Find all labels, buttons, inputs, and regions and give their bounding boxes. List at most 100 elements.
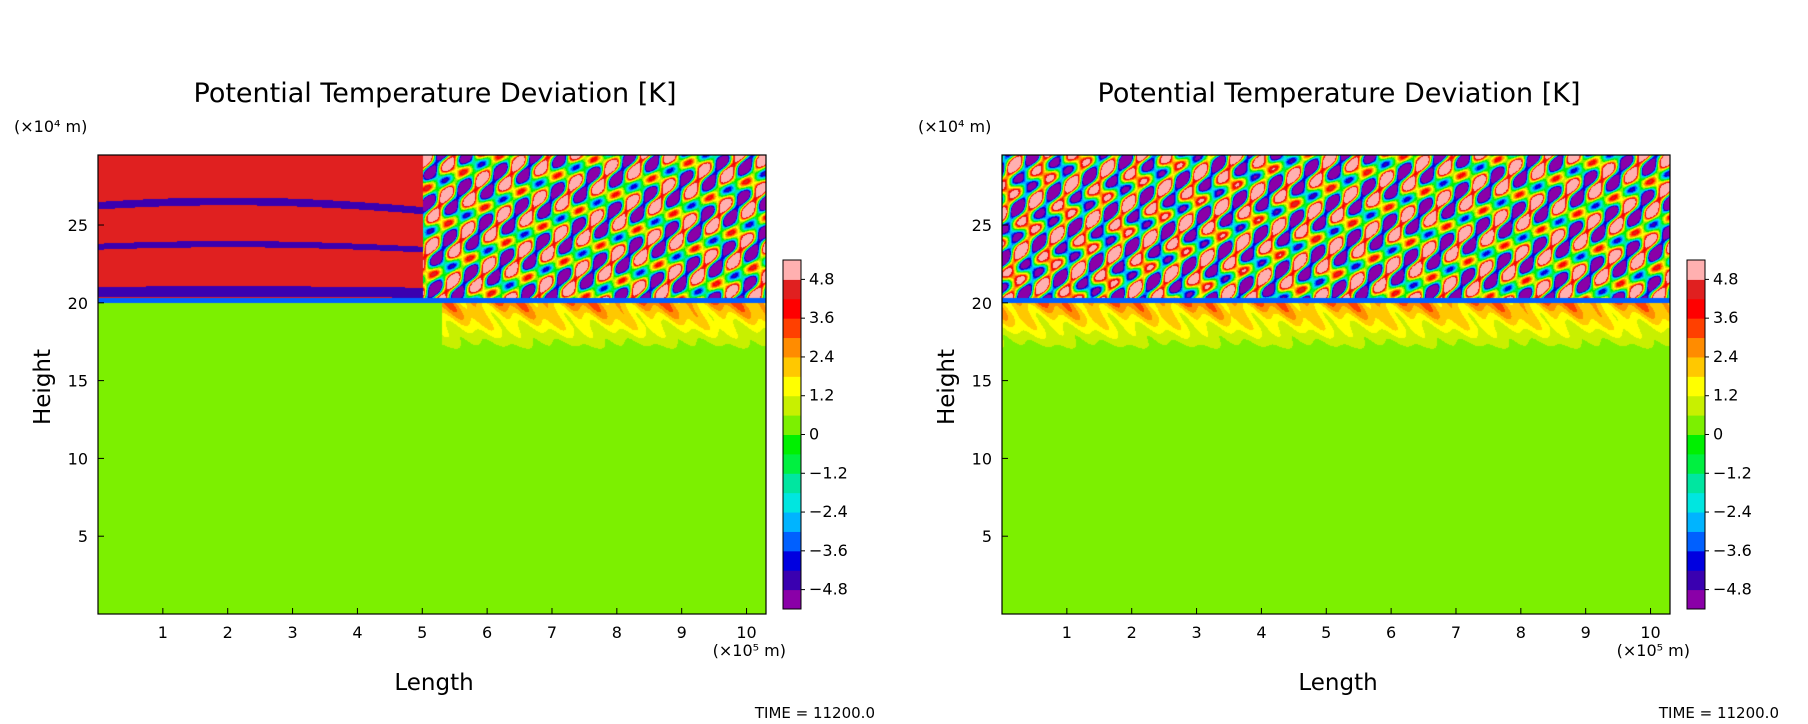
colorbar-segment xyxy=(1687,531,1705,552)
x-tick-label: 9 xyxy=(677,623,687,642)
x-tick-label: 8 xyxy=(1516,623,1526,642)
x-tick-label: 2 xyxy=(223,623,233,642)
colorbar-segment xyxy=(783,337,801,358)
colorbar-segment xyxy=(1687,337,1705,358)
colorbar-segment xyxy=(1687,512,1705,532)
colorbar: 4.8 3.6 2.4 1.2 0 −1.2 −2.4 −3.6 −4.8 xyxy=(1686,259,1752,610)
colorbar-segment xyxy=(1687,550,1705,571)
colorbar-tick-label: −1.2 xyxy=(809,463,848,482)
x-tick-label: 5 xyxy=(1321,623,1331,642)
colorbar-tick-label: −3.6 xyxy=(809,541,848,560)
colorbar-segment xyxy=(783,473,801,494)
colorbar-segment xyxy=(783,395,801,416)
x-tick-label: 6 xyxy=(482,623,492,642)
heatmap-field xyxy=(1002,155,1670,614)
y-unit-label: (×10⁴ m) xyxy=(918,117,991,136)
y-tick-label: 25 xyxy=(972,216,992,235)
y-tick-label: 10 xyxy=(68,449,88,468)
x-unit-label: (×10⁵ m) xyxy=(1617,641,1690,660)
x-tick-label: 4 xyxy=(352,623,362,642)
colorbar-segment xyxy=(783,376,801,397)
x-tick-label: 1 xyxy=(158,623,168,642)
time-label: TIME = 11200.0 xyxy=(1658,704,1779,722)
colorbar-segment xyxy=(1687,453,1705,474)
colorbar-tick-label: 0 xyxy=(809,425,819,444)
colorbar-segment xyxy=(1687,415,1705,435)
x-tick-label: 7 xyxy=(547,623,557,642)
y-tick-label: 5 xyxy=(78,527,88,546)
y-tick-label: 5 xyxy=(982,527,992,546)
colorbar-segment xyxy=(783,260,801,280)
x-tick-label: 8 xyxy=(612,623,622,642)
colorbar-segment xyxy=(1687,434,1705,455)
colorbar-tick-label: −1.2 xyxy=(1713,463,1752,482)
x-tick-label: 5 xyxy=(417,623,427,642)
colorbar-segment xyxy=(1687,376,1705,397)
colorbar-tick-label: 0 xyxy=(1713,425,1723,444)
colorbar-segment xyxy=(1687,570,1705,591)
x-tick-label: 7 xyxy=(1451,623,1461,642)
colorbar-tick-label: 2.4 xyxy=(1713,347,1738,366)
colorbar-segment xyxy=(1687,395,1705,416)
y-tick-label: 15 xyxy=(68,372,88,391)
colorbar-tick-label: −4.8 xyxy=(809,580,848,599)
chart-svg-left: Potential Temperature Deviation [K] (×10… xyxy=(14,78,875,722)
heatmap-plot xyxy=(1001,154,1671,615)
x-tick-label: 10 xyxy=(736,623,756,642)
y-tick-label: 15 xyxy=(972,372,992,391)
colorbar-tick-label: 1.2 xyxy=(1713,386,1738,405)
y-unit-label: (×10⁴ m) xyxy=(14,117,87,136)
x-unit-label: (×10⁵ m) xyxy=(713,641,786,660)
plot-frame xyxy=(1001,154,1671,615)
x-tick-label: 3 xyxy=(1191,623,1201,642)
x-tick-label: 9 xyxy=(1581,623,1591,642)
x-tick-label: 6 xyxy=(1386,623,1396,642)
colorbar-tick-label: −3.6 xyxy=(1713,541,1752,560)
colorbar-tick-label: −4.8 xyxy=(1713,580,1752,599)
x-tick-label: 1 xyxy=(1062,623,1072,642)
colorbar-tick-label: 4.8 xyxy=(809,269,834,288)
chart-svg-right: Potential Temperature Deviation [K] (×10… xyxy=(918,78,1779,722)
colorbar-segment xyxy=(783,589,801,610)
heatmap-plot xyxy=(97,154,767,615)
x-ticks: 1 2 3 4 5 6 7 8 9 10 xyxy=(1062,608,1661,642)
time-label: TIME = 11200.0 xyxy=(754,704,875,722)
y-axis-label: Height xyxy=(30,349,56,425)
y-tick-label: 25 xyxy=(68,216,88,235)
colorbar-segment xyxy=(783,453,801,474)
x-ticks: 1 2 3 4 5 6 7 8 9 10 xyxy=(158,608,757,642)
x-tick-label: 4 xyxy=(1256,623,1266,642)
colorbar-segment xyxy=(1687,473,1705,494)
colorbar-tick-label: 4.8 xyxy=(1713,269,1738,288)
y-tick-label: 20 xyxy=(68,294,88,313)
x-tick-label: 2 xyxy=(1127,623,1137,642)
colorbar-segment xyxy=(783,512,801,532)
colorbar-tick-label: 3.6 xyxy=(809,308,834,327)
chart-title: Potential Temperature Deviation [K] xyxy=(194,78,677,109)
colorbar-segment xyxy=(783,279,801,300)
colorbar-segment xyxy=(783,298,801,319)
colorbar-segment xyxy=(1687,279,1705,300)
colorbar-segment xyxy=(1687,356,1705,377)
colorbar-tick-label: −2.4 xyxy=(809,502,848,521)
chart-panel-left: Potential Temperature Deviation [K] (×10… xyxy=(14,78,875,722)
colorbar-segment xyxy=(783,550,801,571)
y-tick-label: 10 xyxy=(972,449,992,468)
colorbar-segment xyxy=(783,434,801,455)
x-axis-label: Length xyxy=(394,670,473,696)
y-axis-label: Height xyxy=(934,349,960,425)
chart-panel-right: Potential Temperature Deviation [K] (×10… xyxy=(904,0,1808,724)
y-ticks: 5 10 15 20 25 xyxy=(972,216,1008,546)
colorbar-segment xyxy=(1687,492,1705,513)
heatmap-field xyxy=(98,155,766,614)
plot-frame xyxy=(97,154,767,615)
y-ticks: 5 10 15 20 25 xyxy=(68,216,104,546)
colorbar-segment xyxy=(1687,298,1705,319)
colorbar-segment xyxy=(783,570,801,591)
colorbar: 4.8 3.6 2.4 1.2 0 −1.2 −2.4 −3.6 −4.8 xyxy=(782,259,848,610)
colorbar-tick-label: −2.4 xyxy=(1713,502,1752,521)
colorbar-segment xyxy=(783,318,801,339)
colorbar-tick-label: 2.4 xyxy=(809,347,834,366)
x-tick-label: 10 xyxy=(1640,623,1660,642)
x-tick-label: 3 xyxy=(287,623,297,642)
